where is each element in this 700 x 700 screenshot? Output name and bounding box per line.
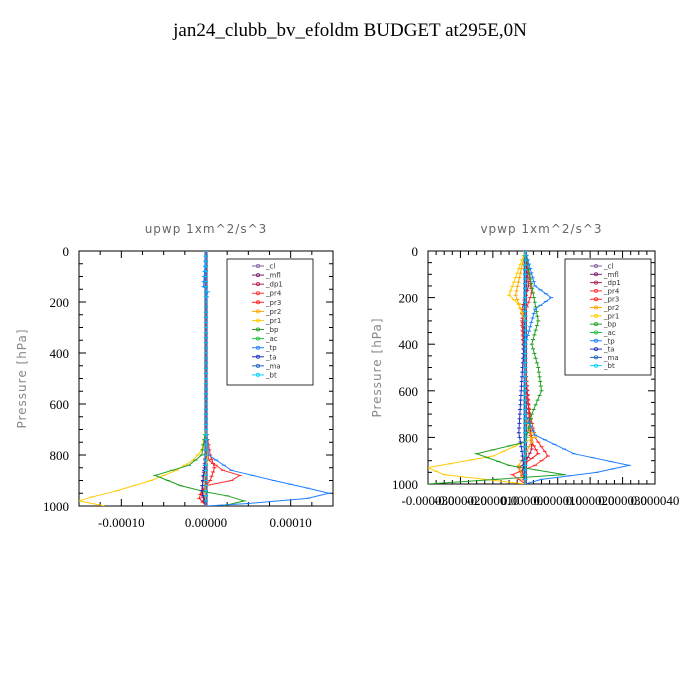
legend-marker bbox=[255, 282, 260, 287]
x-tick-label: -0.000010 bbox=[466, 493, 519, 508]
legend: _cl_mfl_dp1_pr4_pr3_pr2_pr1_bp_ac_tp_ta_… bbox=[564, 258, 652, 376]
y-tick-label: 800 bbox=[50, 448, 70, 463]
y-tick-label: 0 bbox=[63, 244, 70, 259]
legend-marker bbox=[594, 363, 599, 368]
y-axis-title: Pressure [hPa] bbox=[15, 328, 29, 428]
legend-marker bbox=[255, 327, 260, 332]
y-tick-label: 800 bbox=[399, 430, 419, 445]
legend-marker bbox=[594, 280, 599, 285]
y-tick-label: 0 bbox=[412, 244, 419, 259]
legend-box bbox=[564, 258, 652, 376]
plot-title: vpwp 1xm^2/s^3 bbox=[480, 222, 602, 236]
legend-marker bbox=[594, 322, 599, 327]
legend-label: _pr4 bbox=[603, 287, 620, 295]
legend-label: _mfl bbox=[265, 272, 281, 280]
chart-1: 0 200 400 600 800 1000 -0.00010 0.00000 0.00010 u… bbox=[15, 222, 334, 530]
x-tick-label: 0.00010 bbox=[270, 515, 312, 530]
legend-label: _pr2 bbox=[265, 308, 281, 316]
y-tick-label: 400 bbox=[50, 346, 70, 361]
legend-label: _ac bbox=[603, 329, 616, 337]
legend-label: _cl bbox=[603, 263, 613, 271]
x-tick-label: -0.00010 bbox=[98, 515, 145, 530]
x-tick-label: -0.000020 bbox=[434, 493, 487, 508]
legend-label: _ac bbox=[265, 335, 278, 343]
legend-marker bbox=[255, 263, 260, 268]
chart-2: 0 200 400 600 800 1000-0.000030-0.000020-0.00… bbox=[370, 222, 679, 508]
series-bp bbox=[428, 251, 567, 484]
y-tick-label: 1000 bbox=[43, 499, 69, 514]
legend-marker bbox=[255, 300, 260, 305]
y-tick-label: 400 bbox=[399, 337, 419, 352]
y-tick-label: 600 bbox=[399, 384, 419, 399]
legend-label: _mfl bbox=[603, 271, 619, 279]
legend-marker bbox=[594, 272, 599, 277]
legend-box bbox=[226, 258, 314, 386]
legend-marker bbox=[255, 273, 260, 278]
legend-label: _cl bbox=[265, 263, 275, 271]
legend-label: _pr4 bbox=[265, 290, 282, 298]
legend-marker bbox=[594, 288, 599, 293]
legend-label: _pr1 bbox=[265, 317, 281, 325]
legend-marker bbox=[594, 330, 599, 335]
x-tick-label: -0.000030 bbox=[401, 493, 454, 508]
legend-marker bbox=[255, 345, 260, 350]
legend: _cl_mfl_dp1_pr4_pr3_pr2_pr1_bp_ac_tp_ta_… bbox=[226, 258, 314, 386]
legend-label: _bp bbox=[603, 321, 617, 329]
y-axis-title: Pressure [hPa] bbox=[370, 317, 384, 417]
y-tick-label: 1000 bbox=[392, 477, 418, 492]
series-bt bbox=[523, 251, 528, 484]
legend-marker bbox=[255, 318, 260, 323]
legend-label: _ma bbox=[265, 362, 281, 370]
x-tick-label: 0.00000 bbox=[185, 515, 227, 530]
legend-label: _tp bbox=[603, 337, 615, 345]
series-pr1 bbox=[79, 251, 208, 506]
figure-title: jan24_clubb_bv_efoldm BUDGET at295E,0N bbox=[173, 20, 527, 41]
legend-label: _bt bbox=[603, 362, 615, 370]
series-line bbox=[428, 251, 565, 484]
series-line bbox=[524, 251, 630, 484]
y-tick-label: 600 bbox=[50, 397, 70, 412]
legend-label: _pr1 bbox=[603, 312, 619, 320]
x-tick-label: 0.000040 bbox=[631, 493, 680, 508]
plot-title: upwp 1xm^2/s^3 bbox=[145, 222, 268, 236]
legend-label: _dp1 bbox=[265, 281, 283, 289]
y-tick-label: 200 bbox=[399, 291, 419, 306]
legend-marker bbox=[255, 354, 260, 359]
x-tick-label: 0.000030 bbox=[598, 493, 647, 508]
x-tick-label: 0.000020 bbox=[566, 493, 615, 508]
legend-marker bbox=[255, 309, 260, 314]
series-line bbox=[202, 251, 329, 506]
legend-label: _tp bbox=[265, 344, 277, 352]
y-tick-label: 200 bbox=[50, 295, 70, 310]
legend-marker bbox=[594, 297, 599, 302]
legend-marker bbox=[255, 291, 260, 296]
legend-marker bbox=[255, 336, 260, 341]
x-tick-label: 0.000000 bbox=[501, 493, 550, 508]
legend-label: _pr2 bbox=[603, 304, 619, 312]
legend-label: _pr3 bbox=[603, 296, 619, 304]
legend-label: _bp bbox=[265, 326, 279, 334]
legend-marker bbox=[594, 338, 599, 343]
legend-label: _pr3 bbox=[265, 299, 281, 307]
legend-label: _ma bbox=[603, 354, 619, 362]
legend-label: _ta bbox=[265, 353, 277, 361]
legend-marker bbox=[594, 263, 599, 268]
legend-marker bbox=[594, 305, 599, 310]
legend-label: _dp1 bbox=[603, 279, 621, 287]
series-line bbox=[79, 251, 207, 506]
series-bt bbox=[204, 251, 208, 506]
legend-label: _bt bbox=[265, 371, 277, 379]
legend-marker bbox=[594, 347, 599, 352]
legend-label: _ta bbox=[603, 346, 615, 354]
legend-marker bbox=[594, 313, 599, 318]
legend-marker bbox=[594, 355, 599, 360]
legend-marker bbox=[255, 363, 260, 368]
series-pr1 bbox=[428, 251, 538, 484]
x-tick-label: 0.000010 bbox=[533, 493, 582, 508]
legend-marker bbox=[255, 372, 260, 377]
